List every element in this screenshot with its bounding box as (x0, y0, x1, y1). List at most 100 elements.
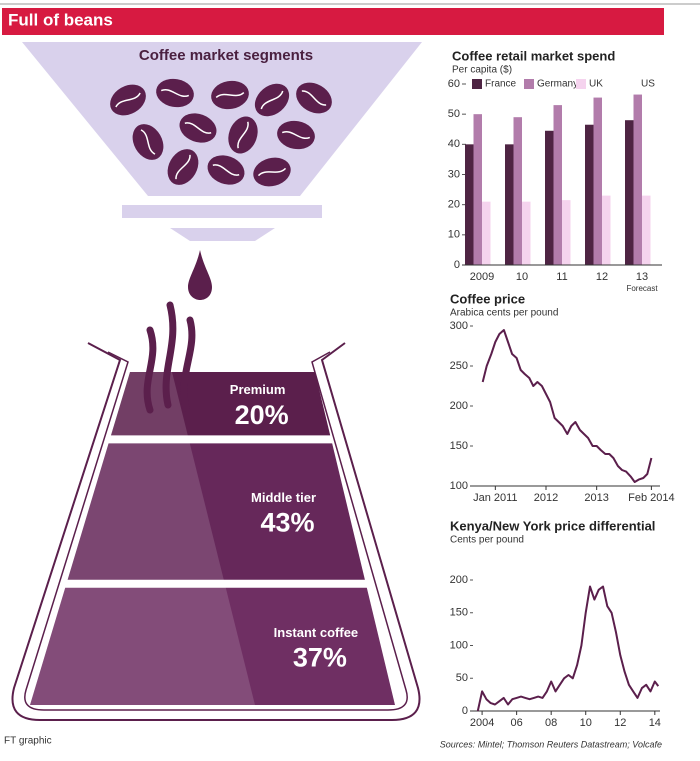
bar (545, 130, 554, 265)
flask-segment (67, 443, 365, 580)
bar (633, 94, 642, 265)
y-tick-label: 60 (448, 78, 460, 90)
bean-crease (257, 167, 287, 177)
header-title: Full of beans (8, 10, 113, 29)
x-tick-label: 2013 (584, 492, 608, 504)
funnel (22, 42, 422, 196)
y-tick-label: 200 (450, 400, 468, 412)
legend-swatch (576, 79, 586, 89)
x-tick-label: 2009 (470, 271, 494, 283)
bean-crease (184, 122, 212, 134)
legend-label: US (641, 79, 655, 90)
funnel-spout (170, 228, 275, 241)
segment-label: Middle tier (251, 490, 316, 505)
y-tick-label: 150 (450, 607, 468, 619)
flask-shade (30, 372, 255, 705)
x-tick-label: Feb 2014 (628, 492, 674, 504)
chart-subtitle: Arabica cents per pound (450, 308, 558, 319)
bean-crease (212, 164, 240, 176)
bar (513, 117, 522, 265)
y-tick-label: 50 (456, 672, 468, 684)
flask-title: Coffee market segments (139, 47, 313, 64)
y-tick-label: 200 (450, 574, 468, 586)
y-tick-label: 150 (450, 440, 468, 452)
bean-crease (175, 154, 191, 180)
x-tick-label: 13 (636, 271, 648, 283)
chart-subtitle: Per capita ($) (452, 65, 512, 76)
flask-outline (11, 342, 421, 721)
y-tick-label: 40 (448, 138, 460, 150)
legend-label: France (485, 79, 517, 90)
segment-value: 43% (261, 508, 315, 538)
y-tick-label: 20 (448, 199, 460, 211)
sources: Sources: Mintel; Thomson Reuters Datastr… (440, 739, 662, 749)
legend-swatch (524, 79, 534, 89)
x-tick-label: 12 (596, 271, 608, 283)
segment-label: Premium (230, 382, 286, 397)
bar (522, 201, 531, 265)
chart-subtitle: Cents per pound (450, 535, 524, 546)
x-tick-label: 11 (556, 271, 567, 283)
flask-labels: Premium 20% Middle tier 43% Instant coffee 37… (230, 382, 358, 672)
y-tick-label: 250 (450, 360, 468, 372)
segment-label: Instant coffee (274, 625, 359, 640)
funnel-plate (122, 205, 322, 218)
bar (473, 114, 482, 266)
x-tick-label: 10 (580, 717, 592, 729)
flask-inner-outline (24, 351, 408, 711)
bar (602, 195, 611, 265)
line (481, 329, 653, 483)
legend-label: Germany (537, 79, 578, 90)
legend-swatch (628, 79, 638, 89)
bean-crease (237, 121, 249, 149)
flask-segment (30, 587, 395, 705)
y-tick-label: 50 (448, 108, 460, 120)
bean-crease (140, 129, 156, 155)
bar (593, 97, 602, 265)
bean-crease (160, 88, 190, 98)
bar (465, 144, 474, 265)
bar (562, 200, 571, 265)
x-tick-label: 12 (614, 717, 626, 729)
y-tick-label: 300 (450, 320, 468, 332)
x-tick-label: 06 (511, 717, 523, 729)
credit: FT graphic (4, 736, 52, 747)
segment-value: 20% (235, 400, 289, 430)
line (476, 585, 660, 712)
y-tick-label: 100 (450, 480, 468, 492)
y-tick-label: 30 (448, 168, 460, 180)
x-tick-label: 2012 (534, 492, 558, 504)
chart-title: Coffee retail market spend (452, 48, 615, 63)
bean-crease (260, 90, 284, 110)
y-tick-label: 0 (454, 259, 460, 271)
steam (143, 301, 196, 414)
x-tick-label: 14 (649, 717, 661, 729)
segment-value: 37% (293, 642, 347, 672)
annotation: Forecast (626, 284, 658, 293)
bean-crease (301, 90, 327, 106)
bar (553, 105, 562, 265)
chart-title: Coffee price (450, 291, 525, 306)
x-tick-label: Jan 2011 (473, 492, 517, 504)
bean-crease (215, 91, 245, 99)
bean-crease (115, 92, 141, 108)
y-tick-label: 0 (462, 705, 468, 717)
bar (585, 124, 594, 265)
header-bar (2, 8, 664, 35)
legend-label: UK (589, 79, 603, 90)
x-tick-label: 2004 (470, 717, 494, 729)
legend-swatch (472, 79, 482, 89)
beans (110, 78, 332, 187)
bar (482, 201, 491, 265)
bar (642, 195, 651, 265)
drop (188, 250, 212, 300)
y-tick-label: 100 (450, 639, 468, 651)
bar (505, 144, 514, 265)
bar (625, 120, 634, 265)
bean-crease (281, 130, 311, 140)
chart-title: Kenya/New York price differential (450, 518, 655, 533)
x-tick-label: 10 (516, 271, 528, 283)
y-tick-label: 10 (448, 229, 460, 241)
x-tick-label: 08 (545, 717, 557, 729)
